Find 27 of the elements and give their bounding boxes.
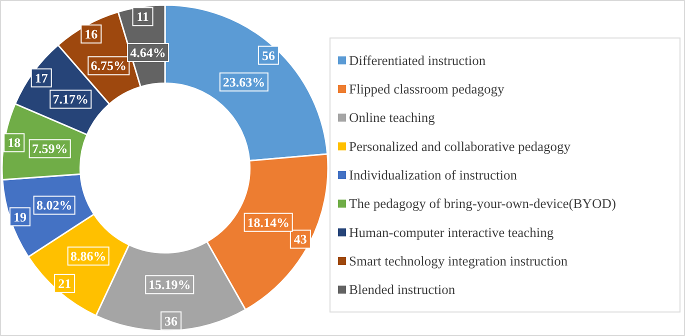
data-label: 6.75% <box>90 58 127 74</box>
data-label: 23.63% <box>222 74 266 90</box>
text: 19 <box>13 209 26 224</box>
text: 16 <box>84 26 98 42</box>
legend-label: Online teaching <box>349 110 436 126</box>
legend-label: Flipped classroom pedagogy <box>349 82 504 96</box>
data-label: 18.14% <box>247 214 290 230</box>
text: 18 <box>8 135 21 150</box>
legend-label: Personalized and collaborative pedagogy <box>349 138 571 154</box>
data-label: 8.02% <box>36 198 72 213</box>
text: 43 <box>294 232 307 247</box>
data-label: 4.64% <box>130 44 166 60</box>
legend-label: The pedagogy of bring-your-own-device(BYOD) <box>349 196 616 212</box>
legend-label: Blended instruction <box>349 282 456 298</box>
legend-label: Individualization of instruction <box>349 168 518 182</box>
text: 11 <box>136 9 149 24</box>
text: 56 <box>262 48 275 63</box>
legend-label: Differentiated instruction <box>349 52 486 68</box>
data-label: 7.59% <box>32 141 68 156</box>
data-label: 8.86% <box>70 248 106 264</box>
data-label: 15.19% <box>148 277 191 292</box>
data-label: 7.17% <box>52 92 89 107</box>
text: 21 <box>58 276 72 291</box>
legend-label: Smart technology integration instruction <box>349 254 568 268</box>
text: 17 <box>34 70 48 86</box>
legend-label: Human-computer interactive teaching <box>349 224 554 240</box>
text: 36 <box>164 313 178 328</box>
